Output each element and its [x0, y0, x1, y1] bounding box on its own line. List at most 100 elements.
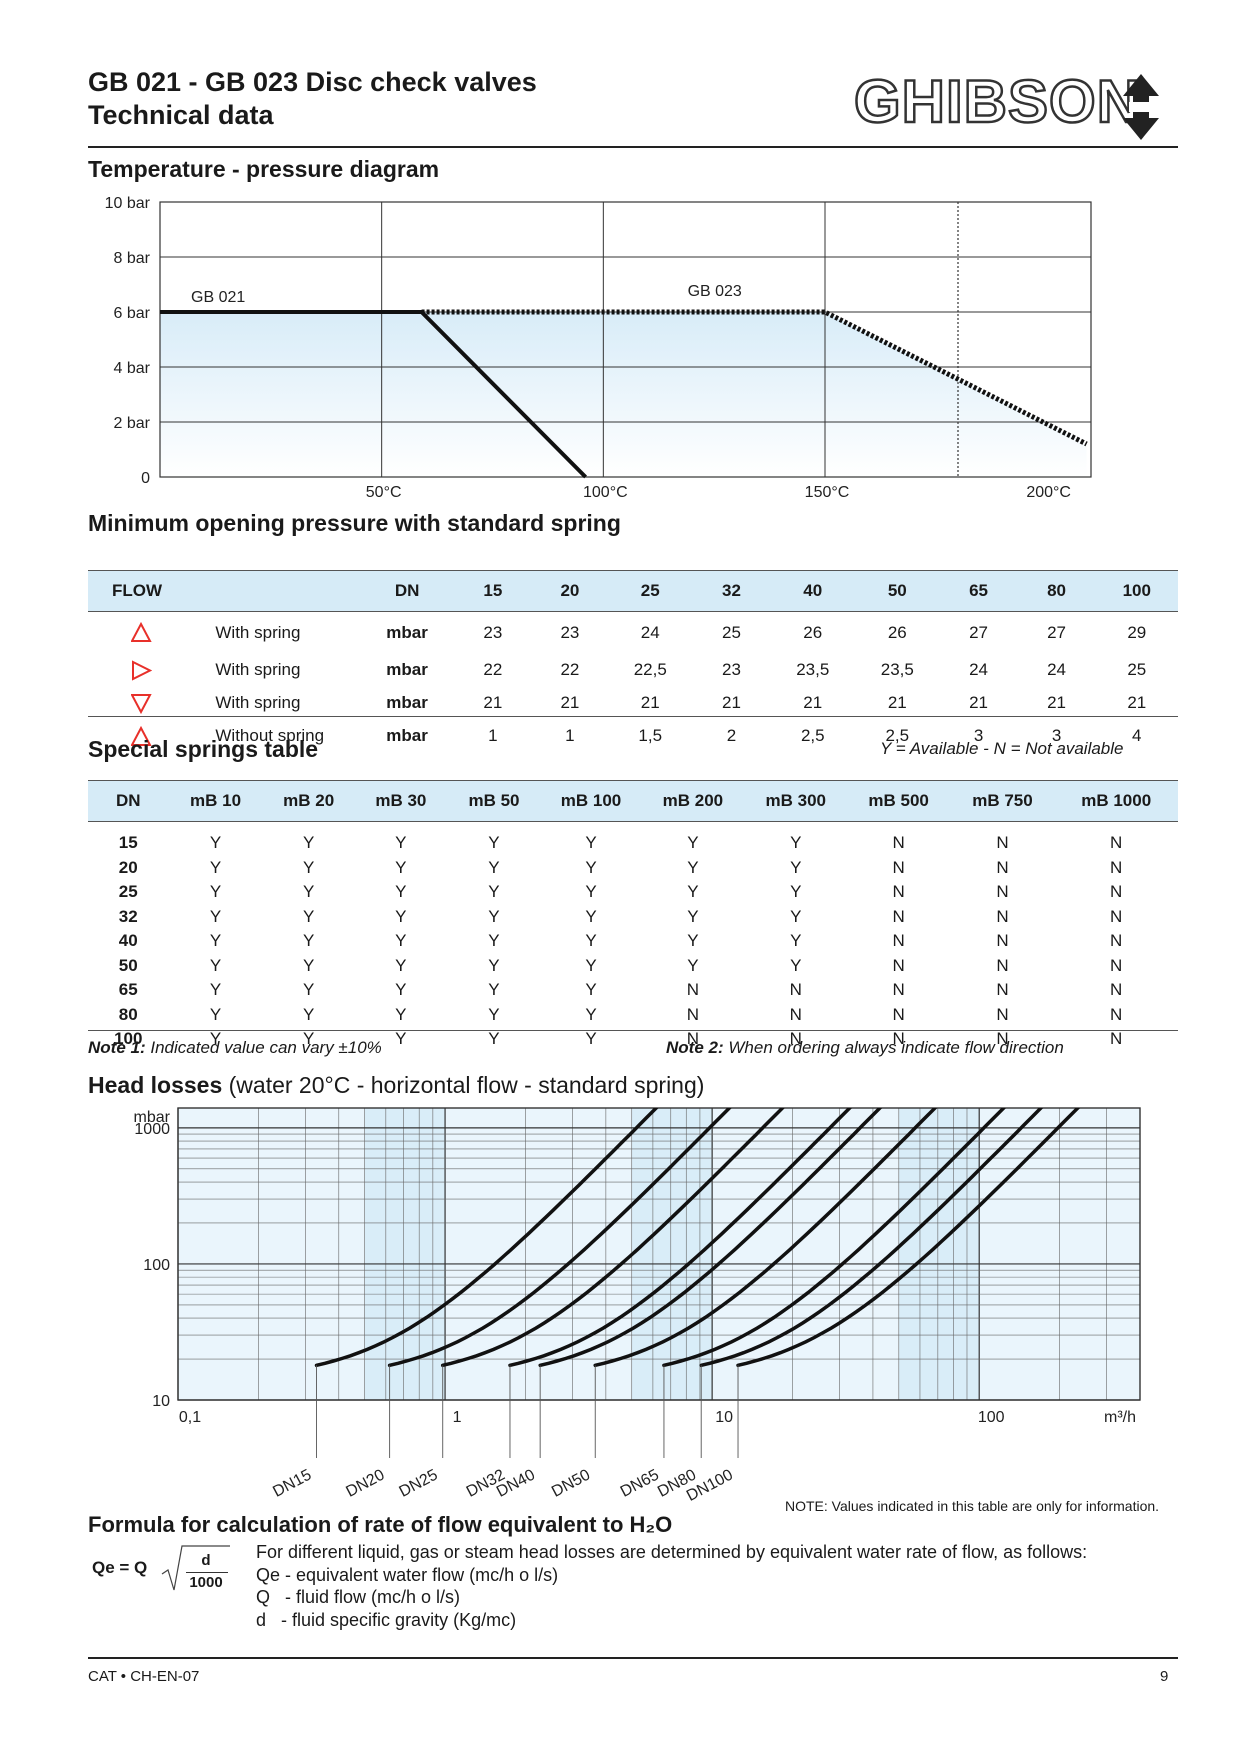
availability-cell: Y [488, 1029, 500, 1049]
series-label-dn50: DN50 [549, 1466, 593, 1500]
title-line-2: Technical data [88, 100, 274, 130]
triangle-up-icon [130, 622, 152, 643]
opening-pressure-value: 2,5 [800, 726, 825, 745]
availability-cell: Y [790, 955, 802, 975]
temp-pressure-chart: 10 bar 8 bar 6 bar 4 bar 2 bar 0 50°C 100°C 150°… [105, 195, 1092, 501]
special-springs-row: 65 Y Y Y Y Y N N N N N [88, 978, 1178, 1003]
formula-line-q: Q - fluid flow (mc/h o l/s) [256, 1587, 461, 1607]
special-springs-header-cell: mB 750 [950, 780, 1055, 822]
availability-cell: Y [209, 906, 222, 926]
availability-cell: Y [585, 882, 597, 902]
gb021-label: GB 021 [191, 289, 245, 306]
availability-cell: Y [395, 1029, 407, 1049]
special-springs-row: 25 Y Y Y Y Y Y Y N N N [88, 880, 1178, 905]
availability-cell: Y [585, 955, 597, 975]
availability-cell: N [1110, 931, 1123, 951]
head-loss-curve-dn25 [440, 1108, 785, 1368]
availability-cell: Y [395, 906, 407, 926]
availability-cell: Y [585, 980, 597, 1000]
x-tick-label: 100°C [583, 484, 628, 501]
special-springs-row: 15 Y Y Y Y Y Y Y N N N [88, 822, 1178, 856]
dn-cell: 20 [118, 857, 138, 877]
y-tick-label: 100 [143, 1257, 170, 1274]
availability-cell: N [996, 906, 1009, 926]
availability-cell: Y [209, 931, 222, 951]
min-opening-header-cell: 50 [855, 570, 940, 612]
opening-pressure-value: 24 [640, 622, 660, 642]
opening-pressure-value: 21 [722, 693, 741, 712]
availability-cell: Y [687, 906, 699, 926]
spring-type-label: With spring [215, 693, 301, 712]
availability-cell: Y [395, 882, 407, 902]
availability-cell: N [996, 1029, 1009, 1049]
opening-pressure-value: 21 [1047, 693, 1067, 712]
opening-pressure-value: 2,5 [885, 726, 910, 745]
availability-cell: N [996, 1004, 1009, 1024]
availability-cell: Y [488, 882, 500, 902]
availability-cell: Y [303, 1029, 315, 1049]
note-1: Note 1: Indicated value can vary ±10% [88, 1038, 382, 1058]
availability-cell: Y [687, 955, 699, 975]
availability-cell: Y [790, 906, 802, 926]
x-tick-label: 100 [978, 1409, 1005, 1426]
sqrt-symbol [161, 1545, 230, 1591]
dn-cell: 100 [114, 1029, 143, 1049]
head-loss-curve-dn40 [538, 1108, 883, 1368]
opening-pressure-value: 27 [969, 622, 989, 642]
head-loss-curve-dn20 [387, 1108, 732, 1368]
availability-cell: N [686, 1029, 700, 1049]
min-opening-row: With spring mbar 21 21 21 21 21 21 21 21 21 [88, 687, 1178, 720]
opening-pressure-value: 1 [488, 726, 498, 745]
opening-pressure-value: 3 [973, 726, 984, 745]
note-2-label: Note 2: [666, 1038, 724, 1057]
availability-cell: Y [303, 906, 315, 926]
special-springs-header-cell: mB 20 [262, 780, 355, 822]
flow-direction-cell [88, 654, 214, 687]
y-tick-label: 0 [141, 470, 150, 487]
formula-line-d: d - fluid specific gravity (Kg/mc) [256, 1609, 517, 1630]
availability-cell: Y [790, 833, 802, 853]
opening-pressure-value: 21 [803, 693, 823, 712]
availability-cell: Y [687, 857, 699, 877]
opening-pressure-value: 2 [726, 726, 737, 745]
special-springs-header-cell: mB 10 [168, 780, 263, 822]
opening-pressure-value: 23 [722, 660, 741, 679]
x-unit-label: m³/h [1104, 1409, 1136, 1426]
head-loss-curve-dn32 [508, 1108, 853, 1368]
availability-cell: Y [488, 955, 500, 975]
opening-pressure-value: 21 [1127, 693, 1147, 712]
head-loss-curve-dn50 [593, 1108, 938, 1368]
availability-cell: N [996, 882, 1009, 902]
x-tick-label: 0,1 [179, 1409, 201, 1426]
special-springs-row: 50 Y Y Y Y Y Y Y N N N [88, 954, 1178, 979]
ghibson-logo: GHIBSON [853, 67, 1159, 140]
special-springs-row: 20 Y Y Y Y Y Y Y N N N [88, 856, 1178, 881]
availability-cell: N [789, 1004, 802, 1024]
spring-type-label: Without spring [215, 726, 325, 745]
availability-cell: Y [395, 931, 407, 951]
min-opening-header-cell: 40 [770, 570, 856, 612]
special-springs-row: 100 Y Y Y Y Y N N N N N [88, 1027, 1178, 1052]
min-opening-header-cell: 15 [453, 570, 532, 612]
note-1-label: Note 1: [88, 1038, 146, 1057]
availability-cell: N [892, 882, 905, 902]
opening-pressure-value: 21 [640, 693, 660, 712]
availability-cell: Y [395, 833, 407, 853]
min-opening-header-cell: 20 [531, 570, 608, 612]
unit-cell: mbar [386, 622, 428, 642]
opening-pressure-value: 23 [560, 622, 580, 642]
availability-cell: N [892, 955, 905, 975]
plot-frame [159, 201, 1092, 478]
availability-cell: N [1110, 882, 1123, 902]
availability-legend: Y = Available - N = Not available [880, 739, 1124, 758]
availability-cell: Y [303, 833, 315, 853]
min-opening-header-cell: 80 [1017, 570, 1096, 612]
dn-cell: 65 [118, 980, 138, 1000]
availability-cell: N [996, 980, 1009, 1000]
availability-cell: Y [209, 1029, 222, 1049]
min-opening-row: Without spring mbar 1 1 1,5 2 2,5 2,5 3 3 4 [88, 720, 1178, 753]
x-tick-label: 50°C [366, 484, 402, 501]
unit-cell: mbar [386, 660, 428, 679]
special-springs-body: 15 Y Y Y Y Y Y Y N N N 20 Y Y Y Y Y Y Y N N N 25 Y Y Y Y Y Y Y N N N 32 Y Y… [88, 822, 1178, 1052]
